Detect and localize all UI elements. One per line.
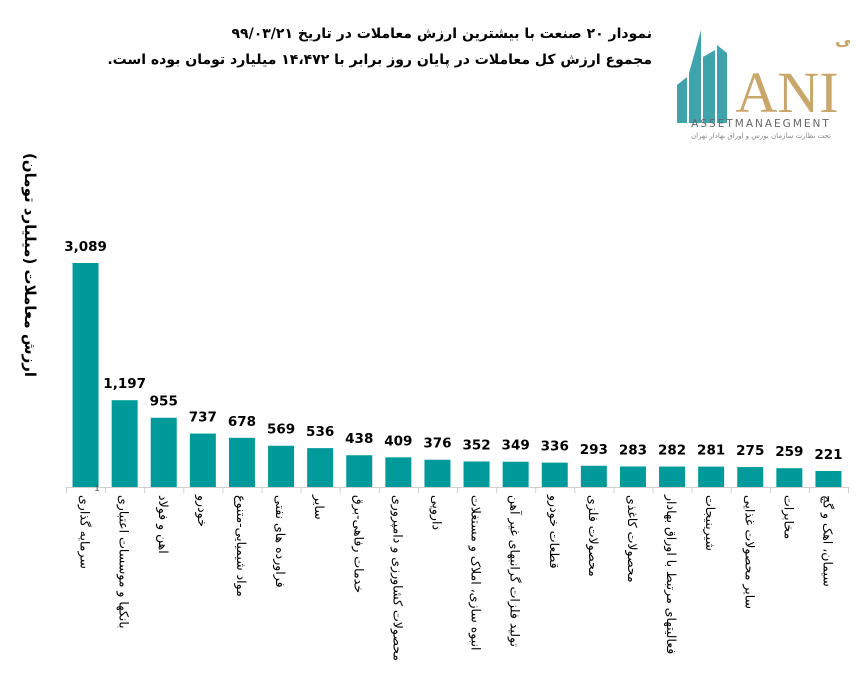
bar — [228, 437, 255, 487]
data-label: 1,197 — [103, 376, 146, 392]
bar — [619, 466, 646, 487]
axis-marker: 1 — [94, 484, 100, 494]
data-label: 336 — [541, 439, 569, 455]
x-tick-label: دارویی — [428, 495, 444, 530]
data-label: 259 — [775, 444, 803, 460]
x-tick-label: محصولات کشاورزی و دامپروری — [389, 495, 405, 661]
data-label: 569 — [267, 422, 295, 438]
chart-title-line1: نمودار ۲۰ صنعت با بیشترین ارزش معاملات د… — [231, 26, 653, 42]
bar — [150, 417, 177, 487]
x-tick-label: خودرو — [194, 494, 210, 527]
data-label: 737 — [189, 410, 217, 426]
x-tick-label: مواد شیمیایی-متنوع — [233, 495, 249, 597]
data-label: 409 — [384, 433, 412, 449]
x-tick-label: محصولات فلزی — [585, 495, 601, 577]
data-label: 349 — [502, 438, 530, 454]
logo-note: تحت نظارت سازمان بورس و اوراق بهادار تهر… — [691, 132, 831, 140]
data-label: 352 — [462, 437, 490, 453]
bar — [541, 462, 568, 487]
data-label: 3,089 — [64, 239, 107, 255]
bar — [698, 466, 725, 487]
x-tick-label: بانکها و موسسات اعتباری — [116, 495, 132, 629]
x-tick-label: شیرینیجات — [702, 495, 718, 551]
bar — [737, 467, 764, 487]
x-tick-label: سرمایه گذاری — [77, 495, 93, 569]
data-label: 283 — [619, 442, 647, 458]
logo-bar-3 — [703, 50, 715, 123]
data-label: 275 — [736, 443, 764, 459]
chart-title-line2: مجموع ارزش کل معاملات در پایان روز برابر… — [107, 52, 652, 68]
bar — [72, 263, 99, 487]
data-label: 282 — [658, 443, 686, 459]
x-tick-label: فراورده های نفتی — [272, 495, 288, 588]
logo-bar-2 — [689, 30, 701, 123]
data-label: 536 — [306, 424, 334, 440]
x-tick-label: خدمات رفاهی-برق — [350, 495, 366, 593]
x-tick-label: محصولات کاغذی — [624, 495, 640, 583]
data-label: 955 — [150, 394, 178, 410]
x-tick-label: سیمان، اهک و گچ — [819, 495, 835, 587]
bar — [463, 461, 490, 487]
company-logo: سبدگردان مانی ANI ASSETMANAEGMENT تحت نظ… — [677, 29, 850, 140]
x-tick-label: فعالیتهای مرتبط با اوراق بهادار — [663, 494, 679, 654]
logo-text-en: ANI — [735, 60, 838, 125]
bar — [815, 470, 842, 487]
bar — [424, 459, 451, 487]
bar — [111, 400, 138, 487]
data-label: 438 — [345, 431, 373, 447]
logo-text-fa: سبدگردان مانی — [835, 29, 850, 50]
bar — [346, 455, 373, 487]
data-label: 293 — [580, 442, 608, 458]
bar — [659, 466, 686, 487]
x-tick-label: سایر محصولات غذایی — [741, 495, 757, 609]
x-tick-label: مخابرات — [780, 495, 796, 539]
data-label: 678 — [228, 414, 256, 430]
data-label: 376 — [423, 436, 451, 452]
logo-subtitle: ASSETMANAEGMENT — [691, 118, 831, 130]
logo-bar-4 — [717, 45, 727, 123]
data-label: 281 — [697, 443, 725, 459]
bar — [385, 457, 412, 487]
x-tick-label: اهن و فولاد — [155, 495, 171, 554]
bar — [307, 448, 334, 487]
x-tick-label: سایر — [311, 494, 327, 520]
bar — [776, 468, 803, 487]
bar — [268, 445, 295, 487]
bar — [580, 465, 607, 487]
x-tick-label: تولید فلزات گرانبهای غیر آهن — [507, 495, 523, 647]
data-label: 221 — [814, 447, 842, 463]
logo-bar-1 — [677, 77, 687, 123]
bar — [502, 461, 529, 487]
x-tick-label: انبوه سازی، املاک و مستغلات — [468, 495, 484, 651]
x-tick-label: قطعات خودرو — [546, 494, 562, 569]
bar — [189, 433, 216, 487]
